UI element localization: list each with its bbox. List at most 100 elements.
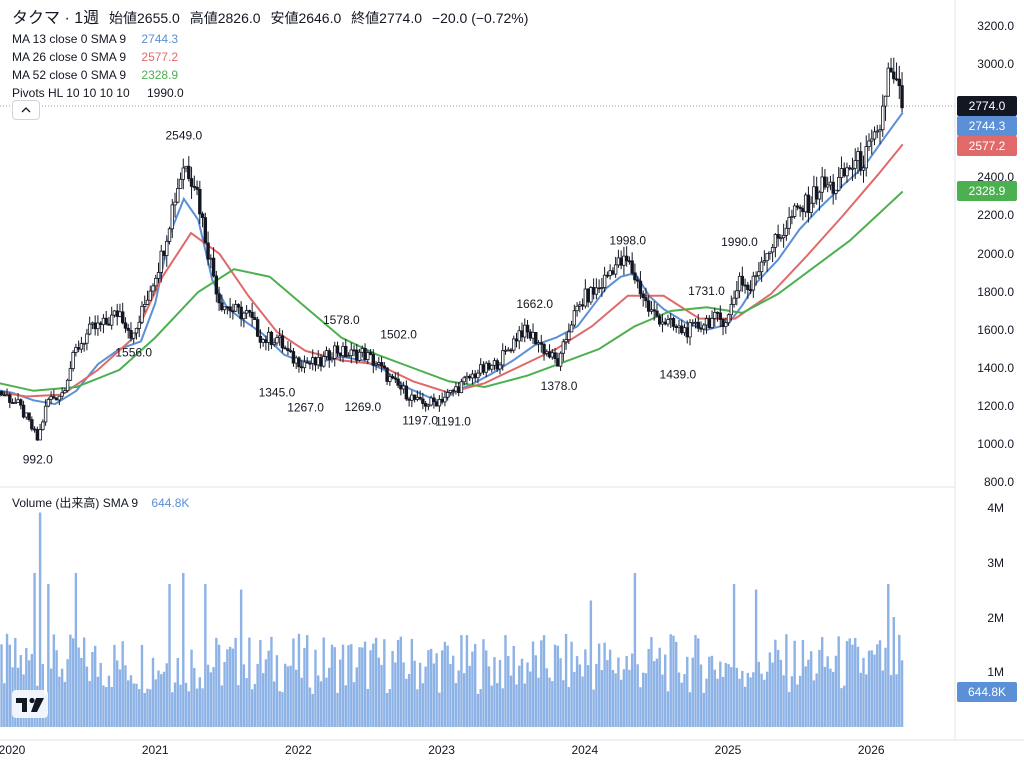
volume-bar <box>66 659 69 727</box>
pivot-label: 1502.0 <box>380 328 417 342</box>
candle-body-down <box>327 350 331 361</box>
volume-bar <box>245 678 248 727</box>
candle-body-up <box>669 318 673 321</box>
volume-bar <box>182 573 185 727</box>
volume-bar <box>361 647 364 727</box>
tradingview-logo-icon[interactable] <box>12 690 48 718</box>
volume-bar <box>493 657 496 727</box>
volume-bar <box>798 675 802 727</box>
candle <box>523 318 527 343</box>
candle-body-down <box>19 399 23 406</box>
candle-body-down <box>352 349 356 352</box>
volume-legend[interactable]: Volume (出来高) SMA 9 644.8K <box>12 494 189 512</box>
candle <box>148 285 152 301</box>
volume-bar <box>383 639 386 727</box>
candle <box>104 310 108 326</box>
ma26-legend[interactable]: MA 26 close 0 SMA 9 2577.2 <box>12 48 178 66</box>
candle <box>344 339 348 358</box>
candle-body-down <box>264 339 268 343</box>
volume-bar <box>69 634 72 727</box>
volume-bar <box>691 657 694 727</box>
volume-axis[interactable]: 4M 3M 2M 1M <box>987 501 1004 679</box>
candle <box>129 322 133 342</box>
volume-bar <box>746 672 750 727</box>
price-axis[interactable]: 3200.0 3000.0 2400.0 2200.0 2000.0 1800.0 1600… <box>954 0 1014 740</box>
volume-bar <box>496 683 499 727</box>
volume-bar <box>377 657 381 727</box>
volume-bar <box>272 681 276 727</box>
candle-body-up <box>13 402 18 404</box>
volume-bar <box>553 644 557 727</box>
candle-body-up <box>704 318 709 326</box>
candle-body-down <box>236 304 241 308</box>
candle-body-down <box>556 358 560 367</box>
pivot-label: 1998.0 <box>609 233 646 247</box>
candle <box>302 355 307 374</box>
volume-bar <box>859 672 862 727</box>
volume-bar <box>537 677 540 727</box>
candle-body-down <box>646 300 651 312</box>
volume-bar <box>504 635 507 727</box>
candle <box>859 142 863 176</box>
candle-body-down <box>707 318 711 329</box>
pivots-legend[interactable]: Pivots HL 10 10 10 10 1990.0 <box>12 84 184 102</box>
candle-body-up <box>732 297 736 305</box>
candle-body-down <box>658 315 662 325</box>
volume-bar <box>878 640 882 727</box>
volume-bar <box>407 673 411 727</box>
volume-bar <box>845 641 849 727</box>
volume-bar <box>694 635 697 727</box>
candle-body-down <box>93 322 97 330</box>
candle-body-down <box>211 257 216 277</box>
ma13-label: MA 13 close 0 SMA 9 <box>12 32 127 46</box>
volume-bar <box>812 680 816 727</box>
candle <box>528 329 532 342</box>
candle <box>564 333 568 350</box>
candle <box>176 178 180 204</box>
candle-body-up <box>242 312 246 320</box>
volume-bar <box>826 656 829 727</box>
candle <box>787 207 791 235</box>
candle-body-down <box>371 354 376 366</box>
volume-bar <box>793 640 796 727</box>
volume-bar <box>429 648 433 727</box>
candle-body-up <box>735 290 739 299</box>
candle-body-up <box>272 342 276 345</box>
candle <box>759 256 764 283</box>
candle-body-down <box>539 342 543 345</box>
candle <box>831 174 835 205</box>
volume-pane[interactable] <box>0 512 904 728</box>
ma52-legend[interactable]: MA 52 close 0 SMA 9 2328.9 <box>12 66 178 84</box>
volume-bar <box>669 634 672 727</box>
candle-body-down <box>52 396 56 399</box>
candle <box>630 252 634 276</box>
volume-bar <box>796 684 799 727</box>
volume-bar <box>283 663 287 727</box>
collapse-legend-button[interactable] <box>12 100 40 120</box>
volume-bar <box>892 617 895 727</box>
candle-body-up <box>167 228 172 242</box>
candle <box>90 321 95 330</box>
time-axis[interactable]: 2020 2021 2022 2023 2024 2025 2026 <box>0 739 1024 757</box>
candle <box>305 357 309 364</box>
close-label: 終値 <box>351 10 380 26</box>
volume-bar <box>804 666 807 727</box>
candle <box>718 305 722 328</box>
candle-body-up <box>448 389 453 393</box>
ma13-legend[interactable]: MA 13 close 0 SMA 9 2744.3 <box>12 30 178 48</box>
symbol-title[interactable]: タクマ · 1週 <box>12 10 100 27</box>
volume-bar <box>289 665 292 727</box>
volume-bar <box>366 688 369 727</box>
volume-bar <box>253 683 257 727</box>
candle-body-down <box>451 389 455 392</box>
candle <box>669 313 673 329</box>
volume-bar <box>545 668 548 727</box>
candle-body-up <box>545 351 549 354</box>
price-pane[interactable]: 2549.0 992.0 1556.0 1345.0 1578.0 1267.0 1502.… <box>0 57 955 488</box>
candle-body-up <box>572 310 577 326</box>
candle <box>473 370 477 383</box>
candle <box>853 148 857 179</box>
candle-body-up <box>275 337 279 344</box>
candle <box>195 180 199 196</box>
